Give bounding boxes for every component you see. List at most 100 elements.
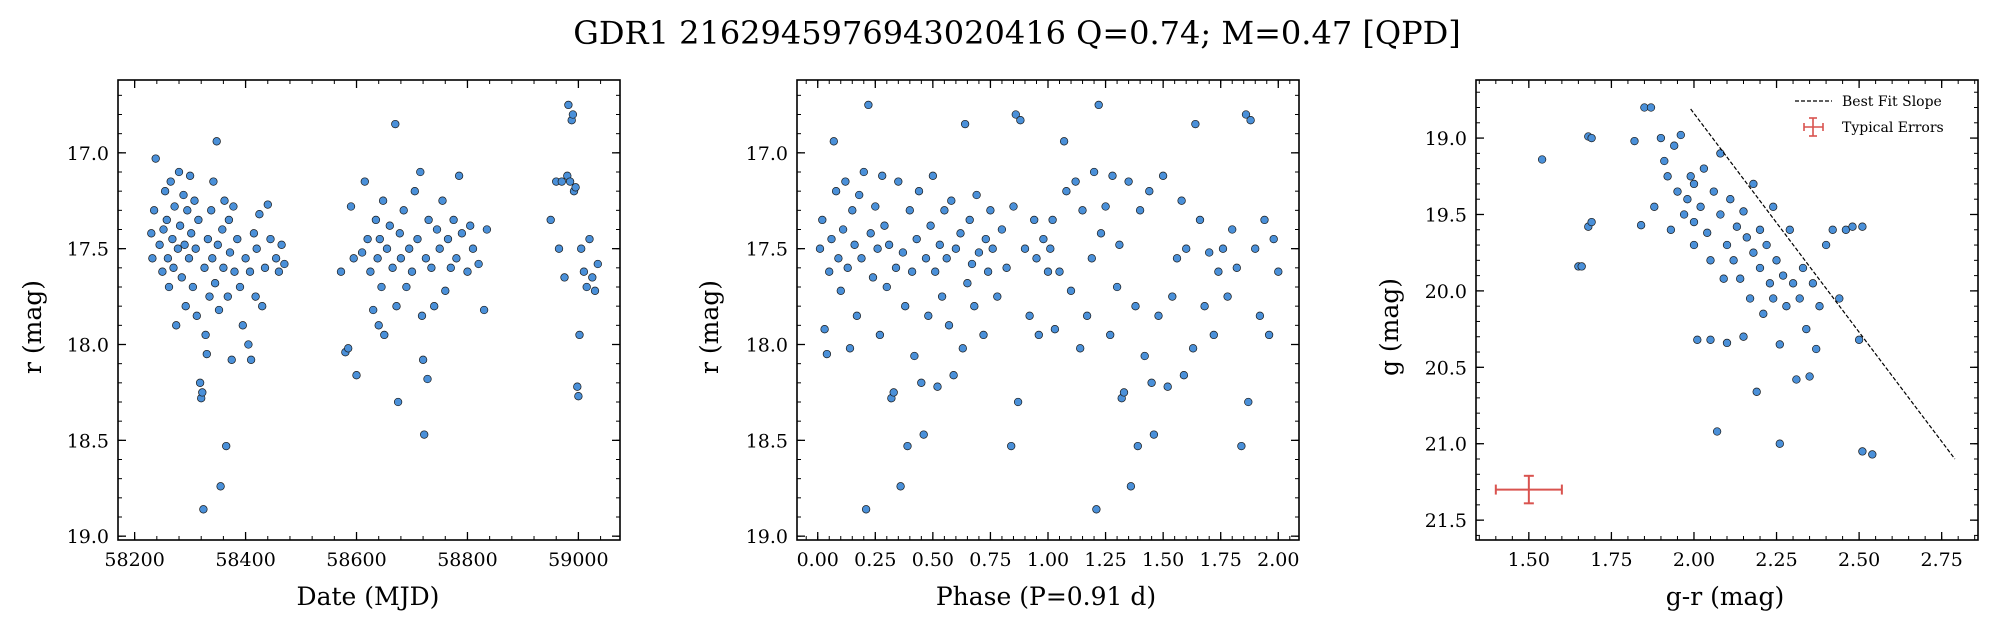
phase-data-point bbox=[1182, 244, 1191, 253]
light-curve-data-point bbox=[391, 119, 400, 129]
light-curve-data-point bbox=[396, 254, 406, 263]
cmd-data-point bbox=[1772, 256, 1781, 265]
light-curve-y-tick-label: 18.5 bbox=[67, 430, 109, 452]
light-curve-x-label: Date (MJD) bbox=[297, 582, 440, 611]
light-curve-data-point bbox=[183, 206, 192, 215]
cmd-data-point bbox=[1858, 447, 1867, 456]
cmd-data-point bbox=[1689, 217, 1699, 227]
phase-data-point bbox=[882, 282, 891, 292]
phase-data-point bbox=[894, 177, 903, 186]
cmd-data-point bbox=[1699, 164, 1709, 173]
light-curve-data-point bbox=[363, 234, 372, 244]
phase-data-point bbox=[1244, 397, 1253, 407]
cmd-data-point bbox=[1775, 340, 1784, 349]
phase-data-point bbox=[1191, 119, 1200, 129]
cmd-data-point bbox=[1716, 149, 1725, 158]
phase-data-point bbox=[1108, 171, 1117, 180]
light-curve-data-point bbox=[395, 229, 404, 238]
cmd-data-point bbox=[1848, 222, 1857, 231]
phase-data-point bbox=[1039, 234, 1048, 244]
phase-data-point bbox=[1030, 215, 1039, 225]
phase-points bbox=[815, 100, 1283, 514]
light-curve-data-point bbox=[375, 234, 384, 244]
light-curve-data-point bbox=[349, 254, 358, 263]
light-curve-data-point bbox=[169, 263, 178, 272]
light-curve-data-point bbox=[377, 282, 386, 292]
cmd-data-point bbox=[1788, 279, 1798, 288]
phase-data-point bbox=[1223, 292, 1232, 301]
phase-data-point bbox=[1149, 430, 1159, 439]
light-curve-data-point bbox=[357, 248, 367, 257]
phase-x-tick-label: 0.00 bbox=[797, 549, 839, 571]
light-curve-data-point bbox=[564, 100, 573, 110]
light-curve-data-point bbox=[388, 263, 397, 272]
phase-data-point bbox=[979, 330, 988, 340]
phase-data-point bbox=[993, 292, 1002, 301]
light-curve-data-point bbox=[207, 206, 216, 215]
phase-data-point bbox=[1101, 202, 1110, 211]
cmd-data-point bbox=[1696, 202, 1705, 211]
phase-data-point bbox=[1048, 215, 1057, 225]
light-curve-data-point bbox=[423, 374, 432, 384]
light-curve-data-point bbox=[218, 225, 227, 234]
phase-data-point bbox=[1013, 397, 1023, 407]
light-curve-data-point bbox=[190, 196, 199, 205]
cmd-data-point bbox=[1663, 172, 1672, 181]
phase-data-point bbox=[1158, 171, 1168, 180]
phase-data-point bbox=[1119, 388, 1129, 397]
light-curve-data-point bbox=[149, 206, 159, 215]
light-curve-data-point bbox=[162, 215, 171, 225]
phase-data-point bbox=[1172, 254, 1182, 263]
phase-data-point bbox=[1246, 116, 1255, 125]
phase-data-point bbox=[1260, 215, 1269, 225]
phase-data-point bbox=[1154, 311, 1163, 320]
light-curve-data-point bbox=[554, 244, 564, 253]
legend-entry-best-fit-slope: Best Fit Slope bbox=[1842, 94, 1942, 110]
phase-data-point bbox=[875, 330, 885, 340]
cmd-data-point bbox=[1841, 225, 1851, 234]
cmd-data-point bbox=[1815, 302, 1824, 311]
phase-data-point bbox=[986, 206, 995, 215]
light-curve-data-point bbox=[546, 215, 555, 225]
light-curve-x-tick-label: 59000 bbox=[548, 549, 608, 571]
light-curve-data-point bbox=[194, 215, 203, 225]
light-curve-data-point bbox=[399, 206, 408, 215]
phase-data-point bbox=[926, 221, 935, 230]
light-curve-data-point bbox=[274, 267, 284, 276]
phase-data-point bbox=[841, 177, 850, 186]
cmd-data-point bbox=[1755, 263, 1765, 273]
light-curve-data-point bbox=[405, 244, 414, 253]
light-curve-data-point bbox=[147, 229, 156, 238]
light-curve-data-point bbox=[575, 330, 584, 340]
phase-data-point bbox=[889, 388, 898, 397]
light-curve-data-point bbox=[430, 302, 439, 311]
phase-y-tick-label: 18.5 bbox=[746, 430, 788, 452]
light-curve-data-point bbox=[202, 349, 211, 359]
light-curve-data-point bbox=[416, 167, 425, 177]
phase-data-point bbox=[958, 344, 967, 353]
light-curve-data-point bbox=[175, 221, 185, 230]
light-curve-data-point bbox=[224, 215, 234, 225]
phase-data-point bbox=[1255, 311, 1265, 320]
phase-data-point bbox=[1089, 167, 1099, 177]
cmd-data-point bbox=[1679, 210, 1689, 219]
phase-data-point bbox=[1115, 240, 1124, 249]
phase-data-point bbox=[1124, 177, 1133, 186]
phase-data-point bbox=[827, 234, 836, 244]
light-curve-data-point bbox=[258, 302, 267, 311]
phase-x-label: Phase (P=0.91 d) bbox=[936, 582, 1156, 611]
phase-folded-panel: Phase (P=0.91 d) r (mag) 0.00 0.25 0.50 0.7… bbox=[695, 79, 1300, 611]
light-curve-data-point bbox=[346, 202, 356, 211]
phase-data-point bbox=[1007, 441, 1016, 451]
light-curve-data-point bbox=[418, 355, 428, 364]
cmd-data-point bbox=[1670, 141, 1679, 150]
phase-data-point bbox=[878, 171, 887, 180]
phase-data-point bbox=[898, 248, 908, 257]
cmd-x-tick-label: 1.75 bbox=[1590, 549, 1632, 571]
light-curve-data-point bbox=[266, 234, 275, 244]
light-curve-data-point bbox=[208, 254, 217, 263]
light-curve-points bbox=[147, 100, 602, 514]
cmd-data-point bbox=[1742, 233, 1751, 242]
phase-data-point bbox=[871, 202, 880, 211]
